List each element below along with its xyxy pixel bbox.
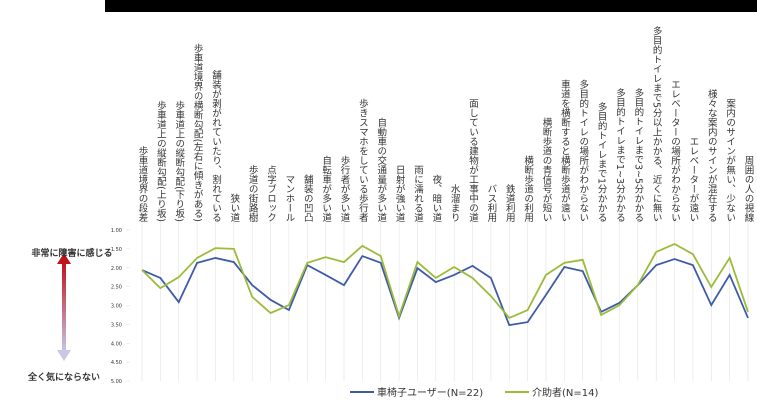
x-tick-label: 日射が強い道	[394, 165, 406, 223]
x-tick-label: 多目的トイレまで5分以上かかる、近くに無い	[651, 25, 663, 222]
y-tick-label: 2.00	[111, 266, 122, 272]
legend-label: 介助者(N=14)	[532, 386, 598, 399]
x-tick-label: 横断歩道の利用	[522, 155, 534, 223]
x-tick-label: 歩車道上の縦断勾配(上り坂)	[155, 100, 167, 222]
x-tick-label: 歩車道上の縦断勾配(下り坂)	[173, 100, 185, 222]
x-tick-label: 歩行者が多い道	[339, 155, 351, 223]
x-tick-label: 自動車の交通量が多い道	[375, 117, 387, 223]
annotation: 全く気にならない	[27, 371, 100, 383]
x-tick-label: 多目的トイレまで1~3分かかる	[614, 87, 626, 222]
y-tick-label: 4.00	[111, 341, 122, 347]
series-line	[141, 242, 749, 320]
x-tick-label: 多目的トイレまで1分かかる	[596, 101, 608, 222]
header-bar	[105, 0, 757, 12]
x-tick-label: 周囲の人の視線	[743, 156, 755, 223]
y-tick-label: 1.50	[111, 247, 122, 253]
x-tick-label: 歩車道境界の横断勾配(左右に傾きがある)	[192, 43, 204, 222]
x-tick-label: 自転車が多い道	[320, 155, 332, 223]
x-tick-label: 狭い道	[228, 193, 240, 223]
x-tick-label: 水溜まり	[449, 183, 461, 222]
x-tick-label: 鉄道利用	[504, 183, 516, 223]
x-tick-label: エレベーターの場所がわからない	[669, 80, 681, 223]
x-tick-label: 横断歩道の青信号が短い	[541, 117, 553, 222]
x-tick-label: 点字ブロック	[265, 165, 277, 222]
x-tick-label: 多目的トイレの場所がわからない	[577, 79, 589, 222]
x-tick-label: マンホール	[283, 175, 295, 223]
x-tick-label: 面している建物が工事中の道	[467, 99, 479, 223]
y-tick-label: 5.00	[111, 379, 122, 385]
series-line	[141, 254, 749, 327]
annotation: 非常に障害に感じる	[31, 247, 112, 259]
x-tick-label: 舗装が剥がれていたり、割れている	[210, 69, 222, 222]
y-tick-label: 3.00	[111, 304, 122, 310]
x-tick-label: 案内のサインが無い、少ない	[724, 98, 736, 222]
x-tick-label: 歩車道境界の段差	[137, 145, 149, 222]
x-tick-label: 歩きスマホをしている歩行者	[357, 98, 369, 223]
x-tick-label: バス利用	[485, 184, 497, 223]
x-tick-label: 多目的トイレまで3~5分かかる	[632, 87, 644, 222]
scale-arrow	[57, 253, 71, 361]
x-tick-label: 雨に濡れる道	[412, 165, 424, 223]
x-tick-label: 車道を横断すると横断歩道が遠い	[559, 79, 571, 222]
x-tick-label: エレベーターが遠い	[687, 137, 699, 223]
y-tick-label: 4.50	[111, 360, 122, 366]
x-tick-label: 夜、暗い道	[430, 174, 442, 223]
y-tick-label: 2.50	[111, 285, 122, 291]
y-tick-label: 3.50	[111, 322, 122, 328]
x-tick-label: 歩道の街路樹	[247, 164, 259, 223]
legend-label: 車椅子ユーザー(N=22)	[377, 386, 483, 399]
y-tick-label: 1.00	[111, 228, 122, 234]
x-tick-label: 舗装の凹凸	[302, 174, 314, 222]
x-tick-label: 様々な案内のサインが混在する	[706, 88, 718, 222]
